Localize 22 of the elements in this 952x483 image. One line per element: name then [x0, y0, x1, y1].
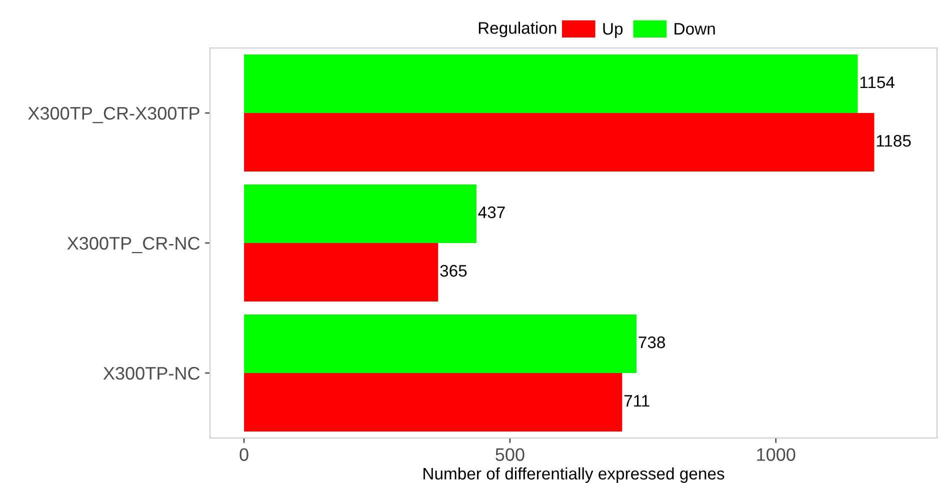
legend-title: Regulation [478, 22, 556, 38]
y-tick-label: X300TP_CR-NC [67, 236, 200, 254]
data-label: 738 [638, 336, 665, 348]
x-tick-label: 0 [240, 448, 248, 461]
x-axis-title: Number of differentially expressed genes [424, 467, 724, 483]
bar [244, 243, 438, 302]
bar [244, 373, 622, 432]
x-tick-label: 500 [496, 448, 524, 461]
data-label: 1154 [860, 76, 895, 88]
y-tick-label: X300TP-NC [103, 366, 200, 380]
legend-label: Down [674, 23, 715, 35]
bar [244, 184, 476, 243]
y-tick-label: X300TP_CR-X300TP [28, 106, 200, 124]
data-label: 1185 [876, 134, 911, 147]
data-label: 365 [440, 264, 467, 277]
data-label: 437 [478, 206, 505, 218]
data-label: 711 [624, 395, 650, 407]
bar [244, 54, 858, 113]
legend-label: Up [603, 23, 623, 38]
x-tick-label: 1000 [757, 448, 796, 461]
bar [244, 314, 637, 373]
bar [244, 113, 874, 172]
